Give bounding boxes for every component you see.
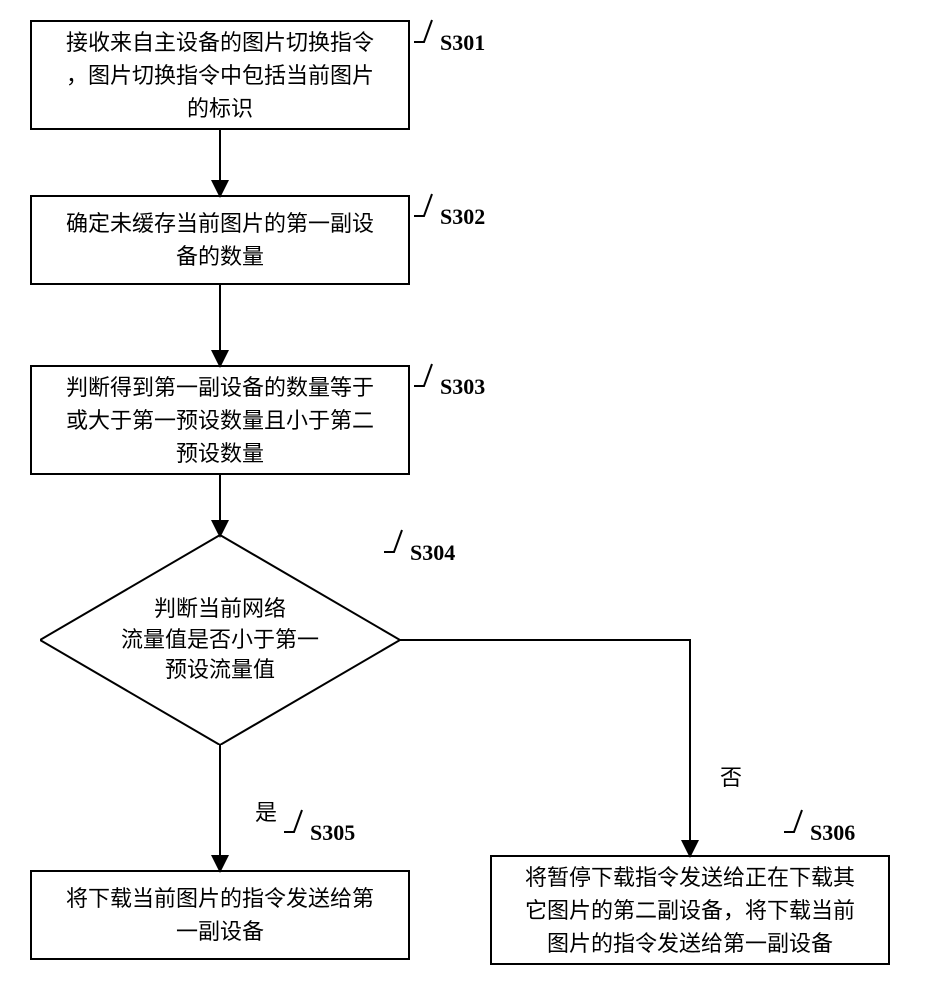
process-s302-text: 确定未缓存当前图片的第一副设备的数量	[66, 207, 374, 273]
step-label-s304: S304	[410, 540, 455, 566]
decision-s304-text: 判断当前网络流量值是否小于第一预设流量值	[90, 580, 350, 700]
step-label-s303: S303	[440, 374, 485, 400]
edge-label-yes: 是	[255, 795, 277, 827]
connectors-svg	[0, 0, 926, 1000]
process-s305: 将下载当前图片的指令发送给第一副设备	[30, 870, 410, 960]
process-s302: 确定未缓存当前图片的第一副设备的数量	[30, 195, 410, 285]
step-label-s301: S301	[440, 30, 485, 56]
process-s306: 将暂停下载指令发送给正在下载其它图片的第二副设备，将下载当前图片的指令发送给第一…	[490, 855, 890, 965]
process-s303-text: 判断得到第一副设备的数量等于或大于第一预设数量且小于第二预设数量	[66, 371, 374, 470]
tick-s301	[414, 20, 432, 42]
process-s303: 判断得到第一副设备的数量等于或大于第一预设数量且小于第二预设数量	[30, 365, 410, 475]
tick-s306	[784, 810, 802, 832]
process-s306-text: 将暂停下载指令发送给正在下载其它图片的第二副设备，将下载当前图片的指令发送给第一…	[525, 861, 855, 960]
edge-s304-s306	[400, 640, 690, 855]
tick-s302	[414, 194, 432, 216]
step-label-s306: S306	[810, 820, 855, 846]
tick-s303	[414, 364, 432, 386]
decision-s304: 判断当前网络流量值是否小于第一预设流量值	[40, 535, 400, 745]
step-label-s302: S302	[440, 204, 485, 230]
process-s301: 接收来自主设备的图片切换指令，图片切换指令中包括当前图片的标识	[30, 20, 410, 130]
process-s305-text: 将下载当前图片的指令发送给第一副设备	[66, 882, 374, 948]
process-s301-text: 接收来自主设备的图片切换指令，图片切换指令中包括当前图片的标识	[66, 26, 374, 125]
step-label-s305: S305	[310, 820, 355, 846]
edge-label-no: 否	[720, 760, 742, 792]
tick-s305	[284, 810, 302, 832]
